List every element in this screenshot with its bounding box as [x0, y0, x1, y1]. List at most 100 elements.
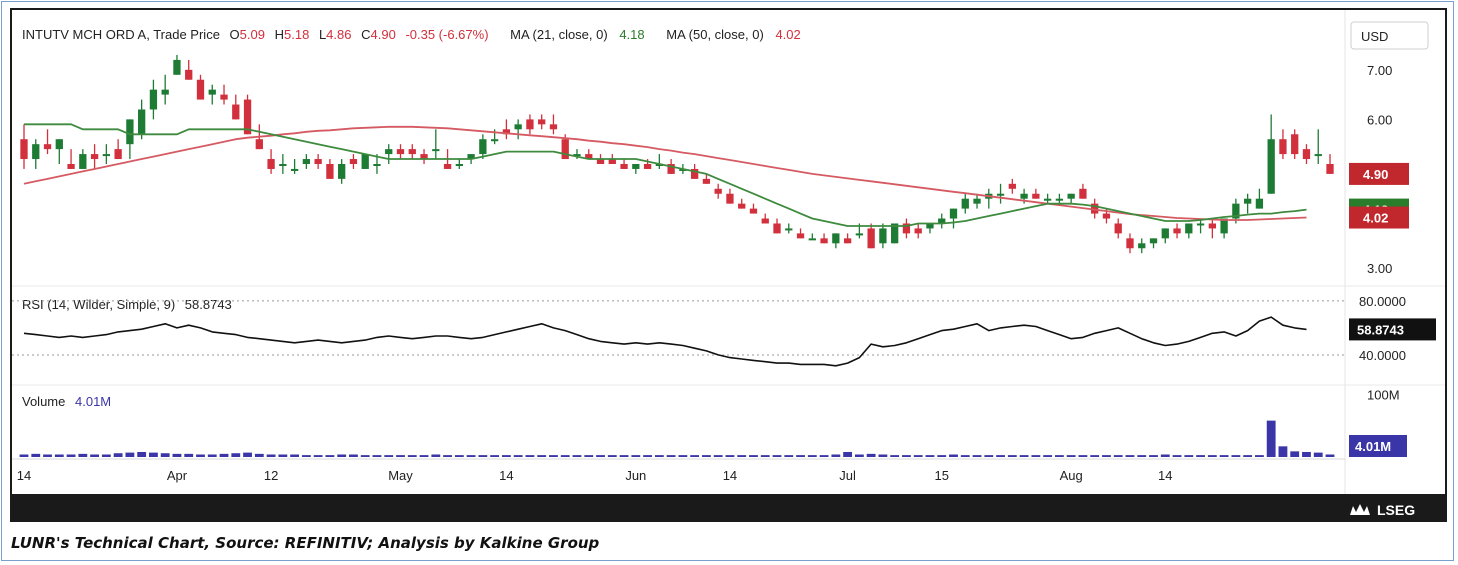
candle-body — [1102, 213, 1111, 219]
volume-bar — [1231, 455, 1241, 457]
currency-button[interactable] — [1350, 21, 1429, 50]
volume-bar — [301, 455, 311, 457]
volume-bar — [407, 455, 417, 457]
candle-body — [114, 149, 122, 160]
rsi-tick-label: 40.0000 — [1359, 348, 1406, 363]
candle-body — [738, 203, 746, 209]
legend-close-label: C — [361, 27, 370, 42]
candle-body — [220, 94, 228, 100]
volume-bar — [631, 455, 641, 457]
candle-body — [538, 119, 546, 125]
price-badge — [1349, 206, 1409, 229]
candle-body — [643, 164, 652, 169]
candle-body — [1291, 134, 1299, 155]
candle-body — [926, 223, 934, 229]
legend-high-label: H — [275, 27, 284, 42]
time-tick-label: 14 — [1158, 468, 1172, 483]
rsi-legend: RSI (14, Wilder, Simple, 9) 58.8743 — [22, 297, 232, 312]
volume-bar — [466, 455, 476, 457]
volume-bar — [902, 455, 911, 457]
candle-body — [302, 159, 311, 164]
candle-body — [1220, 218, 1228, 234]
candle-body — [1314, 154, 1322, 157]
time-tick-label: 15 — [934, 468, 948, 483]
volume-bar — [772, 455, 782, 457]
volume-bar — [219, 453, 229, 457]
volume-bar — [396, 455, 405, 457]
candle-body — [726, 193, 734, 204]
candle-body — [891, 223, 899, 244]
price-chart: INTUTV MCH ORD A, Trade Price O5.09 H5.1… — [12, 10, 1445, 494]
volume-bar — [478, 455, 488, 457]
price-tick-label: 7.00 — [1367, 63, 1392, 78]
volume-bar — [1313, 452, 1323, 457]
volume-bar — [19, 454, 29, 457]
candle-body — [138, 109, 146, 135]
volume-bar — [937, 455, 947, 457]
volume-bar — [1043, 455, 1053, 457]
candle-body — [620, 164, 628, 169]
candle-body — [432, 149, 440, 152]
candle-body — [408, 149, 416, 155]
candle-body — [1020, 193, 1028, 199]
time-tick-label: Aug — [1060, 468, 1083, 483]
candle-body — [902, 223, 911, 234]
time-tick-label: Jun — [625, 468, 646, 483]
volume-bar — [996, 455, 1005, 457]
candle-body — [490, 139, 499, 142]
volume-bar — [525, 455, 535, 457]
volume-bar — [784, 455, 794, 457]
brand-logo: LSEG — [1348, 502, 1415, 518]
candle-body — [773, 223, 781, 234]
volume-bar — [266, 454, 276, 457]
volume-bar — [1031, 455, 1041, 457]
volume-bar — [196, 454, 205, 457]
volume-bar — [149, 452, 158, 457]
time-tick-label: 14 — [723, 468, 737, 483]
rsi-layer — [12, 300, 1345, 367]
volume-bar — [137, 451, 147, 457]
volume-bar — [737, 455, 747, 457]
volume-legend: Volume 4.01M — [22, 394, 111, 409]
ma50-line — [23, 125, 1307, 221]
brand-name: LSEG — [1377, 502, 1416, 518]
candle-body — [632, 164, 640, 169]
volume-legend-label: Volume — [22, 394, 65, 409]
candle-body — [808, 238, 816, 241]
volume-bar — [1254, 455, 1264, 457]
volume-bar — [890, 455, 900, 457]
candle-body — [255, 139, 263, 150]
candle-body — [1161, 228, 1169, 239]
volume-bar — [831, 454, 841, 457]
candle-body — [785, 228, 793, 231]
volume-bar — [607, 455, 617, 457]
candle-body — [1255, 198, 1264, 209]
legend-ma50-label: MA (50, close, 0) — [666, 27, 764, 42]
volume-bar — [854, 454, 864, 457]
candle-body — [1055, 198, 1064, 201]
candle-body — [161, 89, 169, 95]
volume-bar — [643, 455, 652, 457]
candle-body — [1008, 183, 1016, 189]
candle-body — [20, 139, 28, 160]
volume-bar — [54, 454, 64, 457]
volume-bar — [654, 455, 664, 457]
time-tick-label: 14 — [17, 468, 31, 483]
legend-high-value: 5.18 — [284, 27, 309, 42]
rsi-badge-label: 58.8743 — [1357, 322, 1404, 337]
candle-body — [938, 218, 946, 224]
time-tick-label: May — [388, 468, 413, 483]
volume-bar — [1290, 451, 1300, 457]
candle-body — [479, 139, 487, 155]
candle-body — [455, 164, 463, 166]
rsi-badge — [1349, 318, 1436, 341]
candle-body — [326, 164, 334, 179]
volume-bar — [1090, 455, 1100, 457]
volume-bar — [560, 455, 570, 457]
volume-bar — [349, 454, 358, 457]
volume-bar — [678, 455, 688, 457]
volume-bar — [1325, 454, 1335, 457]
candle-body — [879, 228, 887, 244]
time-tick-label: Apr — [167, 468, 188, 483]
volume-bar — [749, 455, 758, 457]
